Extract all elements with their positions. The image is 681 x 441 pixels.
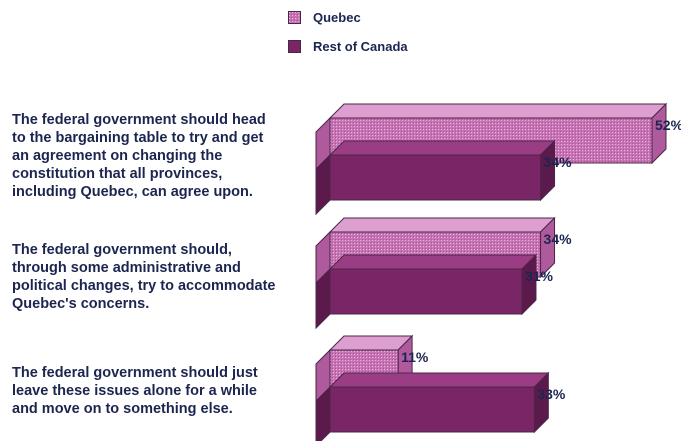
legend-label-quebec: Quebec [313, 9, 361, 25]
legend-item-quebec: Quebec [288, 8, 408, 26]
category-label-3: The federal government should just leave… [12, 365, 258, 417]
value-label-quebec-1: 52% [655, 117, 681, 133]
value-label-quebec-2: 34% [544, 231, 573, 247]
value-label-rest-of-canada-3: 33% [537, 386, 566, 402]
value-label-rest-of-canada-2: 31% [525, 268, 554, 284]
legend-swatch-quebec [288, 10, 301, 24]
legend-item-rest-of-canada: Rest of Canada [288, 37, 408, 55]
legend: Quebec Rest of Canada [288, 8, 408, 66]
bar-front-face [329, 268, 523, 315]
bar-front-face [329, 154, 542, 201]
legend-label-rest-of-canada: Rest of Canada [313, 38, 408, 54]
bar-top-face [328, 254, 538, 270]
bar-top-face [328, 217, 556, 233]
category-label-1: The federal government should head to th… [12, 112, 266, 200]
bar-top-face [328, 140, 556, 156]
bar-top-face [328, 372, 550, 388]
bar-rest-of-canada-2 [315, 253, 538, 330]
legend-swatch-rest-of-canada [288, 39, 301, 53]
bar-rest-of-canada-3 [315, 371, 550, 441]
value-label-rest-of-canada-1: 34% [544, 154, 573, 170]
bar-rest-of-canada-1 [315, 139, 556, 216]
bar-top-face [328, 103, 668, 119]
value-label-quebec-3: 11% [401, 349, 429, 365]
category-label-2: The federal government should, through s… [12, 242, 276, 312]
bar-front-face [329, 386, 535, 433]
